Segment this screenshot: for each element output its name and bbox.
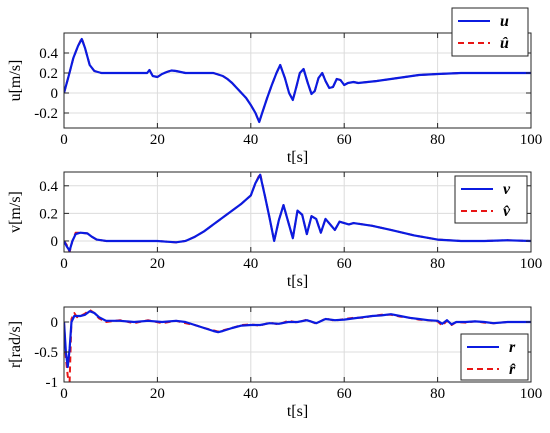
legend-label: r bbox=[509, 339, 516, 356]
subplot-u: 0 20 40 60 80 100-0.200.20.4t[s]u[m/s]uû bbox=[7, 7, 543, 166]
legend-label: v̂ bbox=[503, 203, 511, 220]
x-tick-label: 40 bbox=[243, 132, 258, 148]
legend-label: r̂ bbox=[509, 361, 516, 378]
x-tick-label: 60 bbox=[337, 132, 352, 148]
x-tick-label: 20 bbox=[150, 386, 165, 402]
y-tick-label: 0.4 bbox=[39, 46, 58, 62]
y-tick-label: 0.2 bbox=[39, 206, 58, 222]
x-tick-label: 100 bbox=[520, 386, 543, 402]
legend: r r̂ bbox=[460, 333, 529, 381]
series-group bbox=[64, 37, 531, 124]
legend-label: u bbox=[500, 13, 509, 30]
legend-box bbox=[460, 333, 529, 381]
x-tick-label: 20 bbox=[150, 132, 165, 148]
x-tick-label: 40 bbox=[243, 386, 258, 402]
x-tick-label: 80 bbox=[430, 386, 445, 402]
series-group bbox=[64, 309, 531, 382]
axes-frame bbox=[63, 171, 532, 253]
x-tick-label: 100 bbox=[520, 132, 543, 148]
x-tick-label: 100 bbox=[520, 256, 543, 272]
x-tick-label: 20 bbox=[150, 256, 165, 272]
y-tick-label: 0 bbox=[51, 234, 59, 250]
x-tick-label: 40 bbox=[243, 256, 258, 272]
x-axis-label: t[s] bbox=[287, 149, 308, 166]
x-tick-label: 0 bbox=[60, 132, 68, 148]
axes-frame bbox=[63, 32, 532, 129]
y-axis-label: v[m/s] bbox=[7, 191, 24, 233]
subplot-r: 0 20 40 60 80 100 -1 -0.5 0 t[s] r[rad/s] r r̂ bbox=[7, 306, 543, 420]
series-line-true bbox=[64, 310, 531, 369]
x-tick-label: 80 bbox=[430, 132, 445, 148]
x-axis-label: t[s] bbox=[287, 273, 308, 290]
series-line-true bbox=[64, 37, 531, 124]
x-tick-label: 0 bbox=[60, 386, 68, 402]
x-axis-label: t[s] bbox=[287, 403, 308, 420]
series-line-true bbox=[64, 173, 531, 252]
y-axis-label: r[rad/s] bbox=[7, 321, 24, 368]
y-tick-label: 0 bbox=[51, 315, 59, 331]
y-tick-label: -0.2 bbox=[34, 106, 58, 122]
legend-box bbox=[451, 7, 529, 57]
y-tick-label: 0.2 bbox=[39, 66, 58, 82]
series-group bbox=[64, 172, 531, 252]
y-tick-label: -1 bbox=[46, 375, 59, 391]
subplot-v: 0 20 40 60 80 100 0 0.2 0.4 t[s] v[m/s] v v̂ bbox=[7, 171, 543, 290]
legend-label: v bbox=[503, 181, 511, 198]
y-tick-label: 0 bbox=[51, 86, 59, 102]
x-tick-label: 80 bbox=[430, 256, 445, 272]
legend-label: û bbox=[500, 35, 509, 52]
y-tick-label: 0.4 bbox=[39, 179, 58, 195]
x-tick-label: 0 bbox=[60, 256, 68, 272]
axes-frame bbox=[63, 306, 532, 383]
y-tick-label: -0.5 bbox=[34, 345, 58, 361]
plot-area bbox=[64, 307, 531, 382]
y-axis-label: u[m/s] bbox=[7, 60, 24, 102]
legend: uû bbox=[451, 7, 529, 57]
x-tick-label: 60 bbox=[337, 256, 352, 272]
legend-box bbox=[454, 175, 528, 224]
legend: v v̂ bbox=[454, 175, 528, 224]
x-tick-label: 60 bbox=[337, 386, 352, 402]
